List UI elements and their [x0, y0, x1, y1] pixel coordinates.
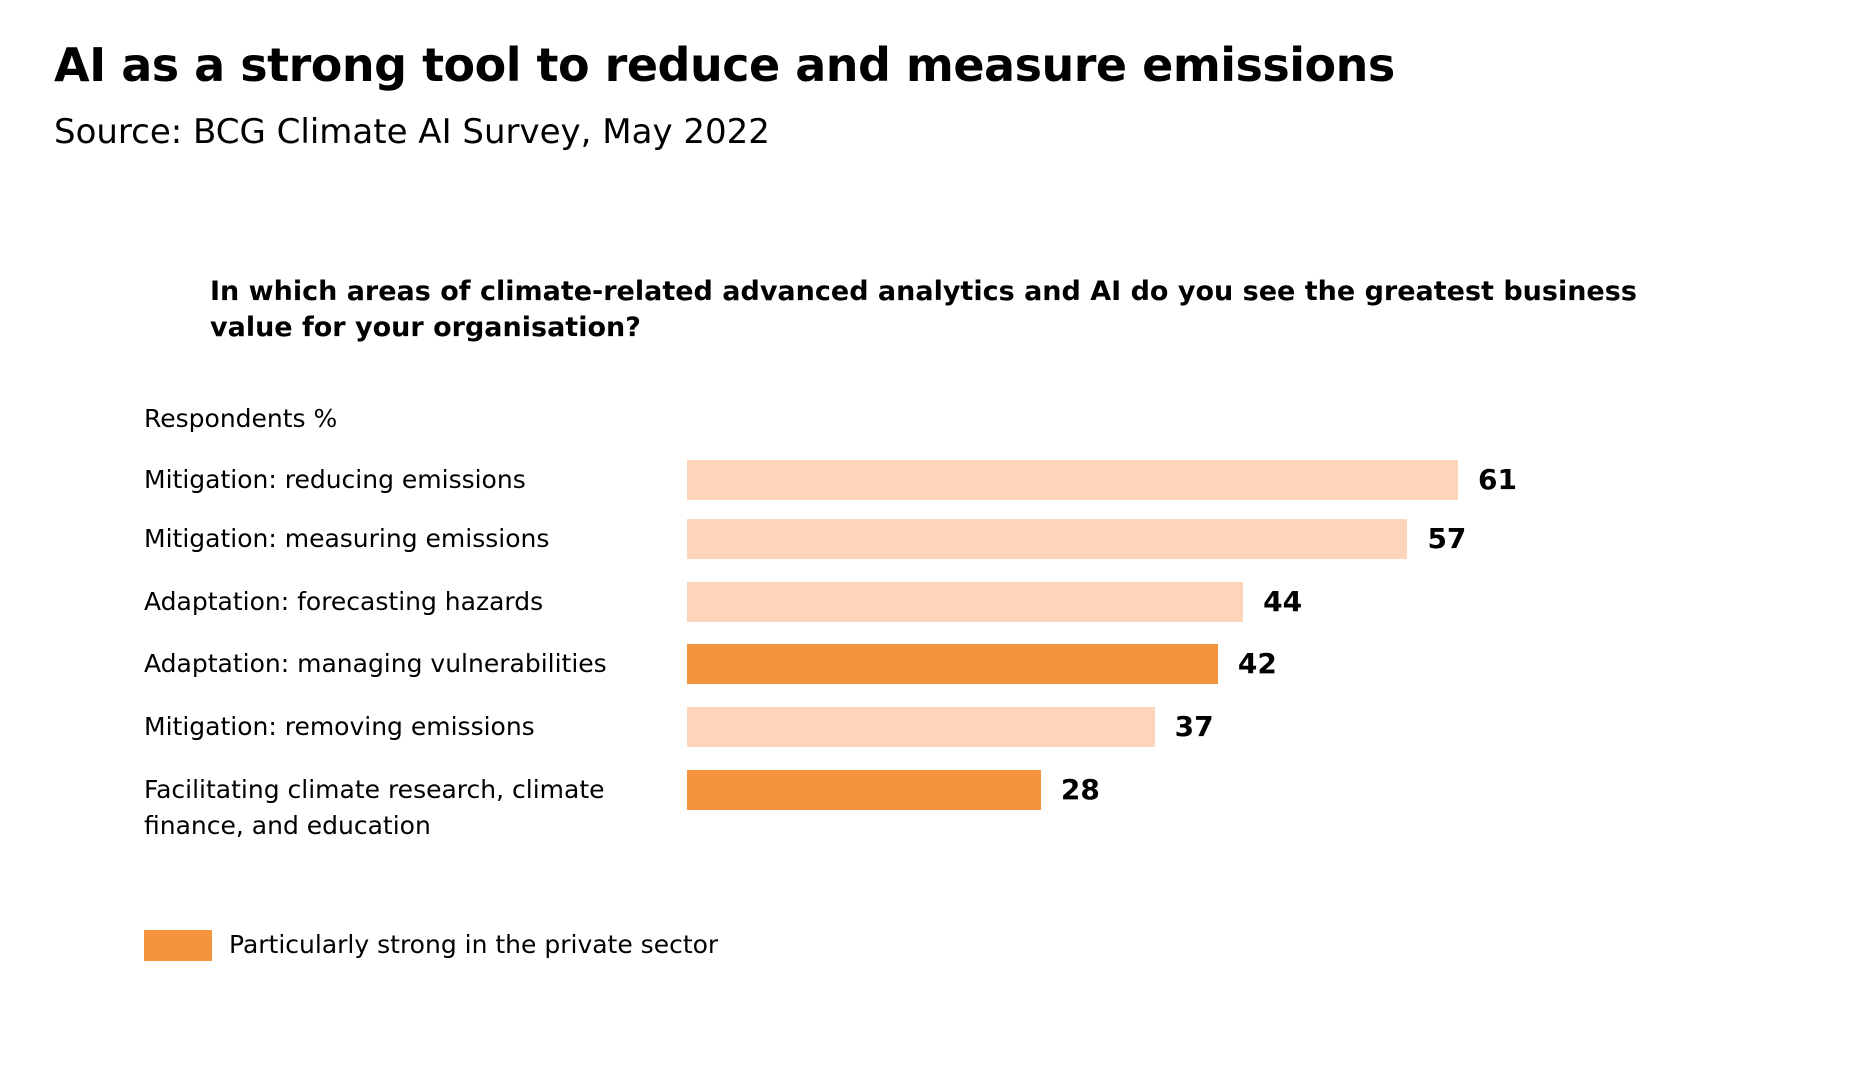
- bar: [687, 644, 1218, 684]
- bar: [687, 582, 1244, 622]
- category-label: Mitigation: removing emissions: [144, 712, 535, 741]
- value-label: 57: [1427, 522, 1467, 555]
- category-label: Facilitating climate research, climate f…: [144, 775, 605, 840]
- category-label: Adaptation: forecasting hazards: [144, 587, 544, 616]
- bar: [687, 707, 1155, 747]
- category-label: Adaptation: managing vulnerabilities: [144, 649, 607, 678]
- bar: [687, 519, 1408, 559]
- axis-label: Respondents %: [144, 404, 338, 433]
- value-label: 61: [1478, 463, 1517, 496]
- bar: [687, 770, 1041, 810]
- value-label: 42: [1237, 647, 1277, 680]
- bar: [687, 460, 1458, 500]
- value-label: 37: [1174, 710, 1214, 743]
- category-label: Mitigation: reducing emissions: [144, 465, 526, 494]
- legend-label: Particularly strong in the private secto…: [229, 930, 719, 959]
- value-label: 28: [1060, 773, 1100, 806]
- chart-subtitle: Source: BCG Climate AI Survey, May 2022: [54, 112, 770, 152]
- legend-swatch: [144, 930, 212, 961]
- question: In which areas of climate-related advanc…: [210, 276, 1637, 343]
- value-label: 44: [1263, 585, 1303, 618]
- category-label: Mitigation: measuring emissions: [144, 524, 550, 553]
- chart-title: AI as a strong tool to reduce and measur…: [54, 38, 1395, 92]
